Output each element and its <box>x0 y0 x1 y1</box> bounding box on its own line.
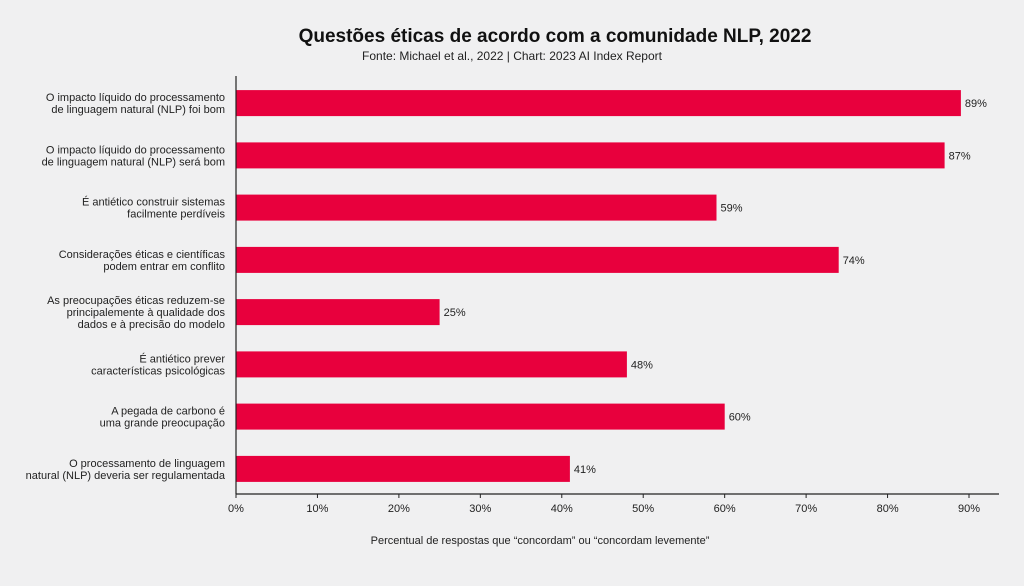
bar <box>236 246 839 273</box>
category-label: O impacto líquido do processamento de lin… <box>42 144 225 168</box>
x-tick-label: 90% <box>958 503 980 515</box>
x-tick-label: 30% <box>469 503 491 515</box>
bar <box>236 90 961 117</box>
category-label: As preocupações éticas reduzem-se princip… <box>47 295 225 331</box>
data-label: 25% <box>444 307 466 319</box>
category-label: O processamento de linguagem natural (NLP… <box>26 458 226 482</box>
data-label: 60% <box>729 412 751 424</box>
data-label: 89% <box>965 98 987 110</box>
x-tick-label: 20% <box>388 503 410 515</box>
data-label: 48% <box>631 359 653 371</box>
chart-title: Questões éticas de acordo com a comunida… <box>298 26 812 47</box>
category-label: É antiético prever características psicol… <box>91 352 225 377</box>
category-label: O impacto líquido do processamento de lin… <box>46 92 225 116</box>
x-tick-label: 80% <box>877 503 899 515</box>
data-label: 74% <box>843 255 865 267</box>
x-tick-label: 70% <box>795 503 817 515</box>
x-tick-label: 0% <box>228 503 244 515</box>
chart-subtitle: Fonte: Michael et al., 2022 | Chart: 202… <box>362 49 662 63</box>
data-label: 41% <box>574 464 596 476</box>
bar <box>236 194 717 221</box>
bar <box>236 299 440 326</box>
x-tick-label: 60% <box>714 503 736 515</box>
category-label: Considerações éticas e científicas podem … <box>59 249 226 273</box>
x-axis-label: Percentual de respostas que “concordam” … <box>371 535 710 547</box>
category-label: É antiético construir sistemas facilmente… <box>82 196 226 221</box>
data-label: 59% <box>721 203 743 215</box>
x-tick-label: 10% <box>306 503 328 515</box>
x-tick-label: 40% <box>551 503 573 515</box>
category-label: A pegada de carbono é uma grande preocupa… <box>100 406 225 430</box>
bar <box>236 403 725 430</box>
bar <box>236 455 570 482</box>
bar <box>236 351 627 378</box>
x-tick-label: 50% <box>632 503 654 515</box>
bar <box>236 142 945 169</box>
data-label: 87% <box>949 150 971 162</box>
